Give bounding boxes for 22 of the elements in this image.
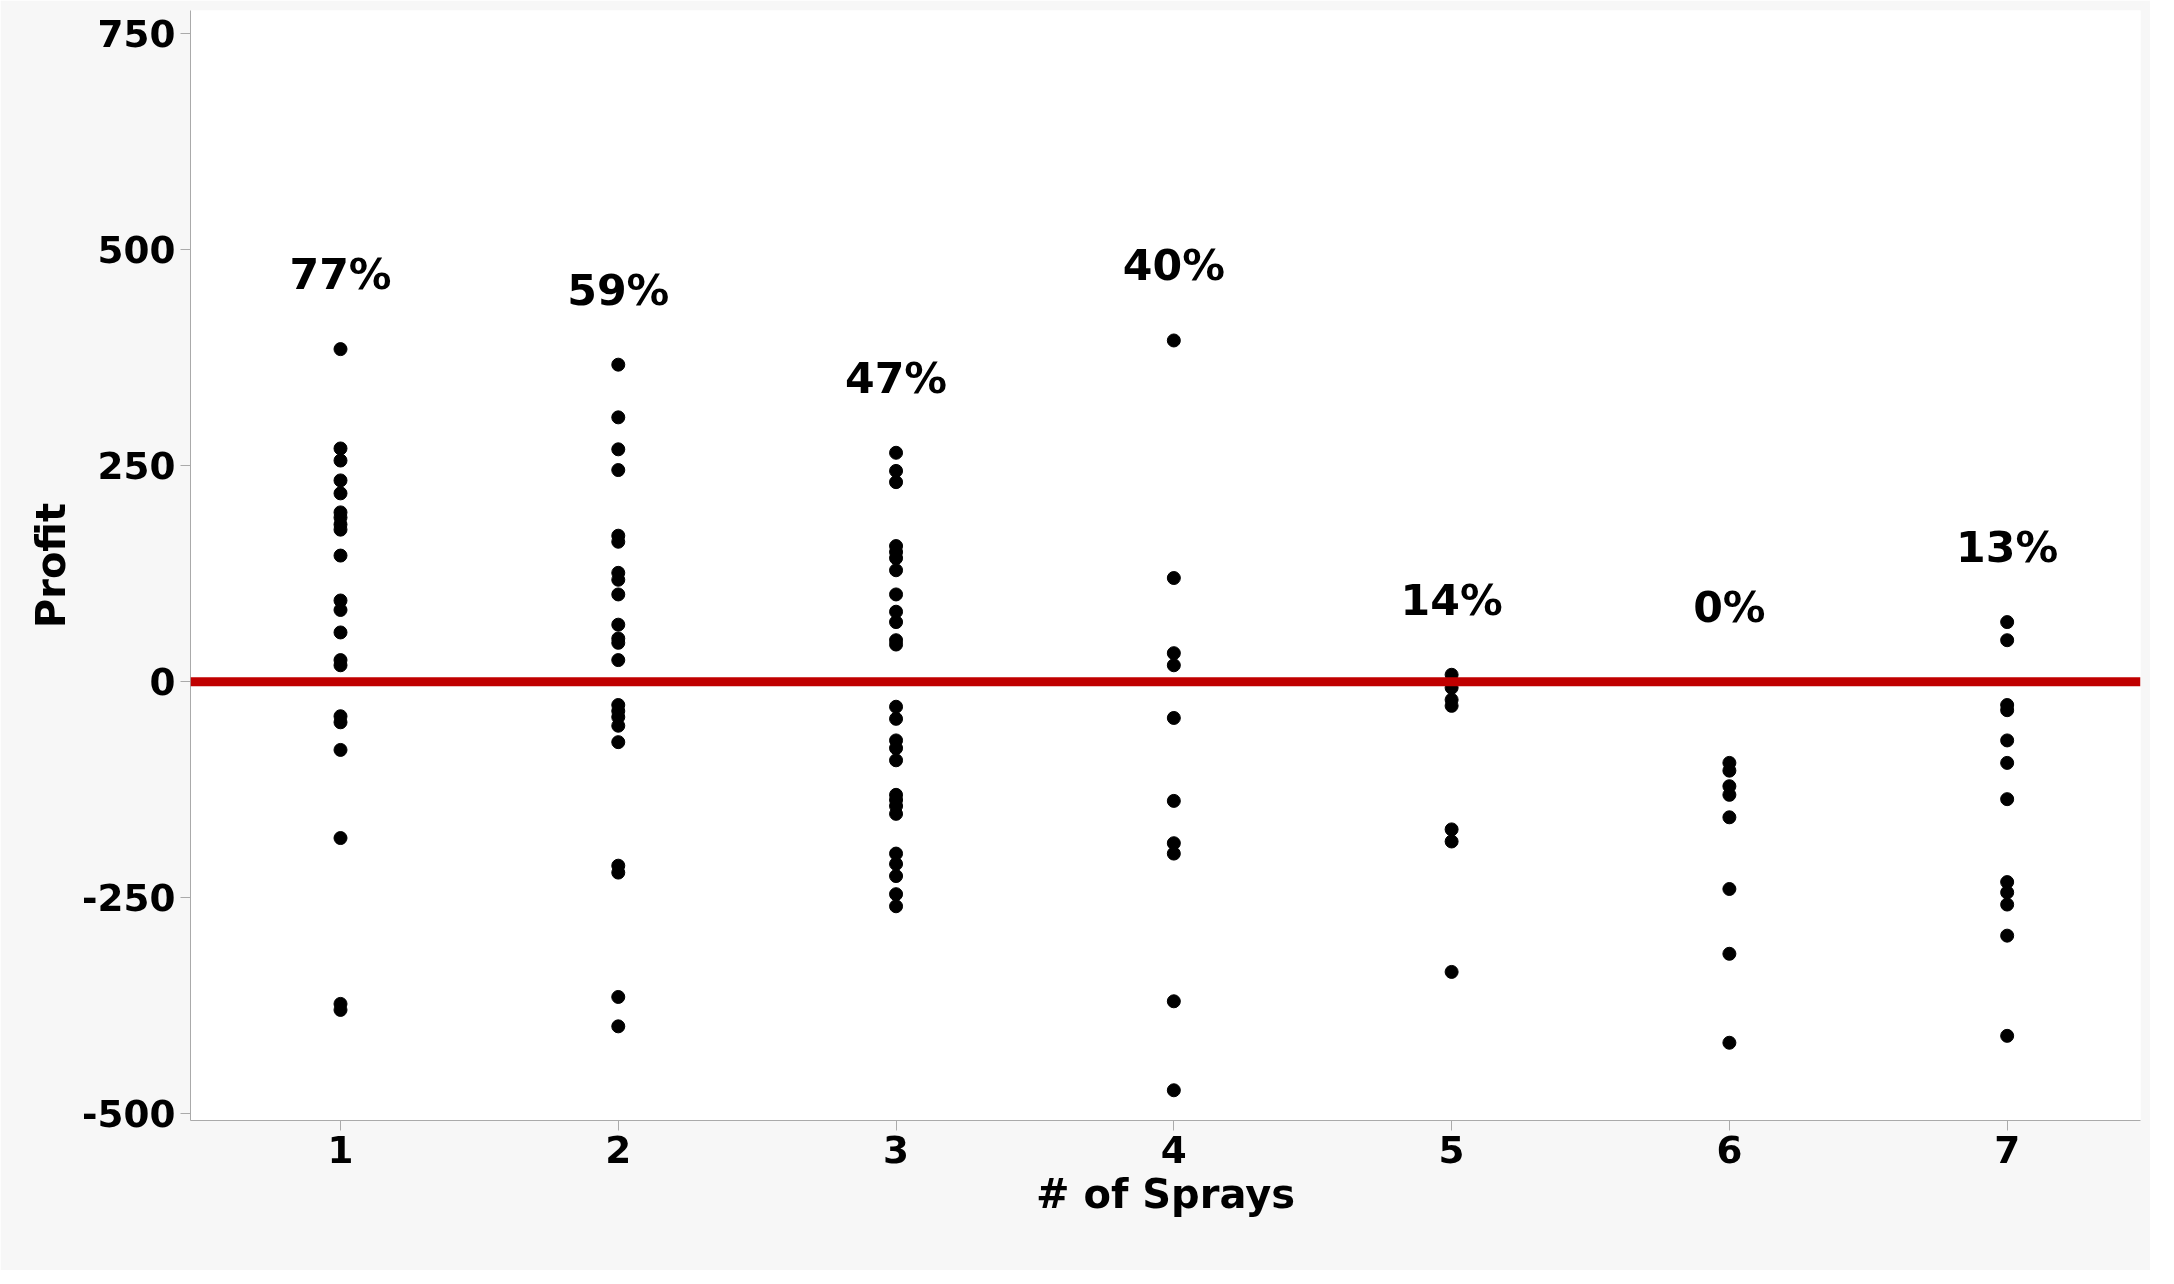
annotation: 77% [289, 249, 392, 300]
annotation: 0% [1693, 581, 1766, 632]
annotation: 13% [1956, 522, 2059, 573]
annotation: 40% [1122, 240, 1225, 291]
x-tick-label: 4 [1160, 1127, 1187, 1172]
y-tick-label: 250 [97, 444, 176, 489]
x-axis-title: # of Sprays [1035, 1170, 1296, 1217]
annotation: 47% [845, 352, 948, 403]
annotation: 59% [567, 264, 670, 315]
y-tick-label: 750 [97, 12, 176, 57]
y-tick-label: -500 [82, 1092, 176, 1137]
x-tick-label: 5 [1438, 1127, 1465, 1172]
x-tick-label: 1 [327, 1127, 354, 1172]
y-tick-label: -250 [82, 876, 176, 921]
y-tick-label: 500 [97, 228, 176, 273]
annotation: 14% [1400, 574, 1503, 625]
x-tick-label: 2 [605, 1127, 632, 1172]
x-tick-label: 3 [883, 1127, 910, 1172]
x-tick-label: 6 [1716, 1127, 1743, 1172]
y-tick-label: 0 [149, 660, 176, 705]
x-tick-label: 7 [1994, 1127, 2021, 1172]
y-axis-title: Profit [28, 502, 75, 629]
